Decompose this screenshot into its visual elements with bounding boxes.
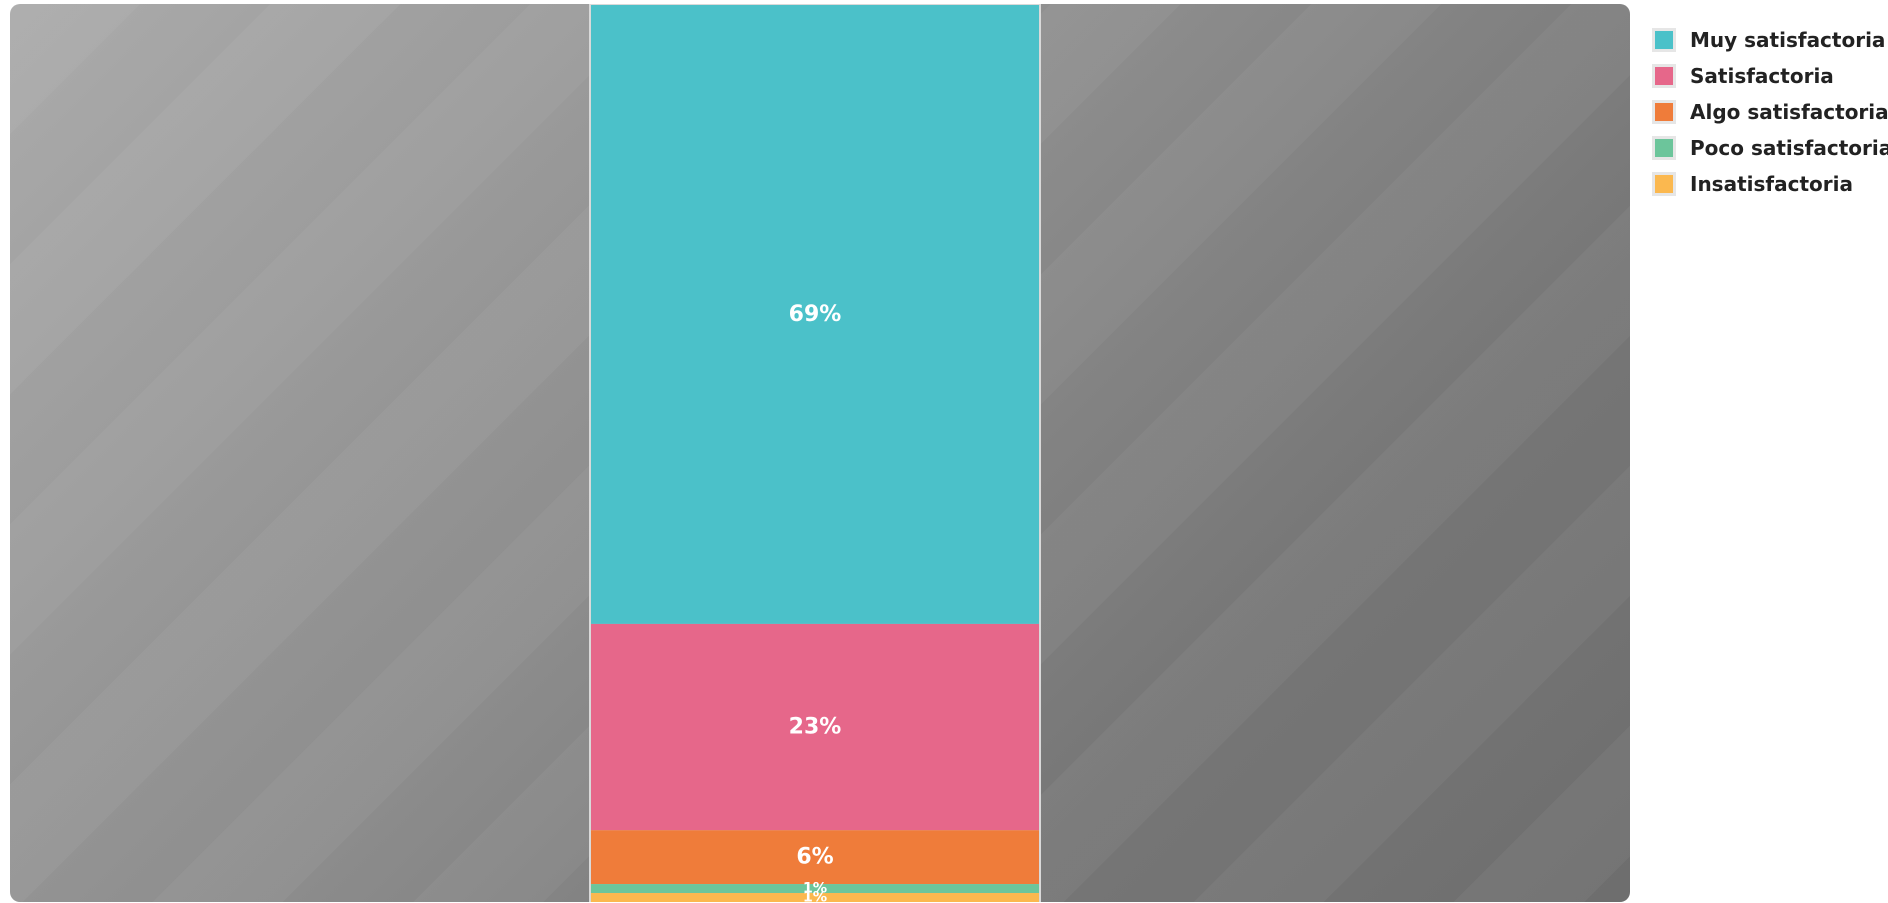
legend-label-muy-satisfactoria: Muy satisfactoria — [1690, 28, 1886, 52]
legend-label-insatisfactoria: Insatisfactoria — [1690, 172, 1853, 196]
legend-label-satisfactoria: Satisfactoria — [1690, 64, 1834, 88]
data-label-muy-satisfactoria: 69% — [789, 302, 842, 327]
legend-label-algo-satisfactoria: Algo satisfactoria — [1690, 100, 1888, 124]
data-label-insatisfactoria: 1% — [803, 890, 827, 903]
bar-segment-muy-satisfactoria[interactable] — [591, 5, 1039, 624]
legend-item-satisfactoria[interactable]: Satisfactoria — [1652, 58, 1888, 94]
legend-item-insatisfactoria[interactable]: Insatisfactoria — [1652, 166, 1888, 202]
bar-segment-algo-satisfactoria[interactable] — [591, 830, 1039, 885]
legend-swatch-satisfactoria — [1652, 64, 1676, 88]
bar-segment-poco-satisfactoria[interactable] — [591, 884, 1039, 894]
legend-item-algo-satisfactoria[interactable]: Algo satisfactoria — [1652, 94, 1888, 130]
legend-item-muy-satisfactoria[interactable]: Muy satisfactoria — [1652, 22, 1888, 58]
data-label-algo-satisfactoria: 6% — [796, 845, 833, 870]
data-label-satisfactoria: 23% — [789, 715, 842, 740]
legend-swatch-poco-satisfactoria — [1652, 136, 1676, 160]
bar-segment-insatisfactoria[interactable] — [591, 893, 1039, 902]
legend-item-poco-satisfactoria[interactable]: Poco satisfactoria — [1652, 130, 1888, 166]
legend-swatch-algo-satisfactoria — [1652, 100, 1676, 124]
chart-legend: Muy satisfactoria Satisfactoria Algo sat… — [1652, 22, 1888, 202]
legend-swatch-insatisfactoria — [1652, 172, 1676, 196]
legend-label-poco-satisfactoria: Poco satisfactoria — [1690, 136, 1888, 160]
bar-segment-satisfactoria[interactable] — [591, 623, 1039, 831]
legend-swatch-muy-satisfactoria — [1652, 28, 1676, 52]
data-label-poco-satisfactoria: 1% — [803, 881, 827, 897]
